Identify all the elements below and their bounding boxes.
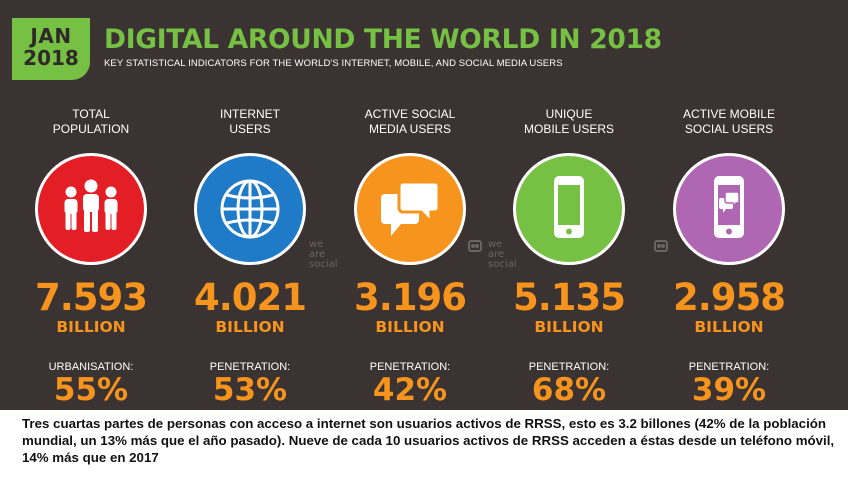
people-icon-graphic xyxy=(64,179,118,232)
stat-unit: BILLION xyxy=(215,318,285,336)
metric-value: 68% xyxy=(531,372,607,408)
page-title: DIGITAL AROUND THE WORLD IN 2018 xyxy=(104,24,662,55)
stat-heading: INTERNET USERS xyxy=(220,107,280,136)
page-subtitle: KEY STATISTICAL INDICATORS FOR THE WORLD… xyxy=(104,58,563,69)
stat-column-social: ACTIVE SOCIAL MEDIA USERS 3.196 BILLION … xyxy=(335,0,485,410)
watermark-we-are-social: we are social xyxy=(488,239,517,270)
badge-year: 2018 xyxy=(23,46,79,70)
owl-logo-icon xyxy=(654,240,668,252)
stat-column-population: TOTAL POPULATION xyxy=(16,0,166,410)
metric-value: 53% xyxy=(212,372,288,408)
stat-heading: TOTAL POPULATION xyxy=(52,107,130,136)
chat-bubbles-icon xyxy=(354,153,466,265)
date-badge: JAN 2018 xyxy=(12,18,90,80)
watermark-we-are-social: we are social xyxy=(309,239,338,270)
stat-column-internet: INTERNET USERS we are social 4.021 BILLI… xyxy=(175,0,338,410)
stat-unit: BILLION xyxy=(694,318,764,336)
stat-value: 4.021 xyxy=(193,276,307,319)
metric-label: PENETRATION: xyxy=(209,361,291,373)
stat-value: 5.135 xyxy=(512,276,626,319)
stat-unit: BILLION xyxy=(375,318,445,336)
stat-value: 7.593 xyxy=(34,276,148,319)
stat-unit: BILLION xyxy=(534,318,604,336)
stat-column-mobile-social: ACTIVE MOBILE SOCIAL USERS 2.958 BILLION… xyxy=(654,0,804,410)
badge-month: JAN xyxy=(30,24,72,48)
infographic-panel: JAN 2018 DIGITAL AROUND THE WORLD IN 201… xyxy=(12,0,804,410)
owl-logo-icon xyxy=(468,240,482,252)
metric-value: 39% xyxy=(691,372,767,408)
metric-value: 42% xyxy=(372,372,448,408)
metric-label: PENETRATION: xyxy=(528,361,610,373)
stat-heading: UNIQUE MOBILE USERS xyxy=(523,107,615,136)
metric-label: URBANISATION: xyxy=(48,361,134,373)
mobile-phone-icon-graphic xyxy=(554,176,584,238)
caption-text: Tres cuartas partes de personas con acce… xyxy=(0,410,848,477)
mobile-chat-icon-graphic xyxy=(714,176,744,238)
globe-icon xyxy=(194,153,306,265)
globe-icon-graphic xyxy=(220,179,280,239)
stat-heading: ACTIVE MOBILE SOCIAL USERS xyxy=(682,107,776,136)
stat-heading: ACTIVE SOCIAL MEDIA USERS xyxy=(364,107,456,136)
chat-bubbles-icon-graphic xyxy=(381,180,441,236)
stat-unit: BILLION xyxy=(56,318,126,336)
metric-value: 55% xyxy=(53,372,129,408)
mobile-chat-icon xyxy=(673,153,785,265)
stat-value: 2.958 xyxy=(672,276,786,319)
people-icon xyxy=(35,153,147,265)
stat-column-mobile: UNIQUE MOBILE USERS we are social 5.135 … xyxy=(488,0,668,410)
mobile-phone-icon xyxy=(513,153,625,265)
metric-label: PENETRATION: xyxy=(688,361,770,373)
stat-value: 3.196 xyxy=(353,276,467,319)
metric-label: PENETRATION: xyxy=(369,361,451,373)
